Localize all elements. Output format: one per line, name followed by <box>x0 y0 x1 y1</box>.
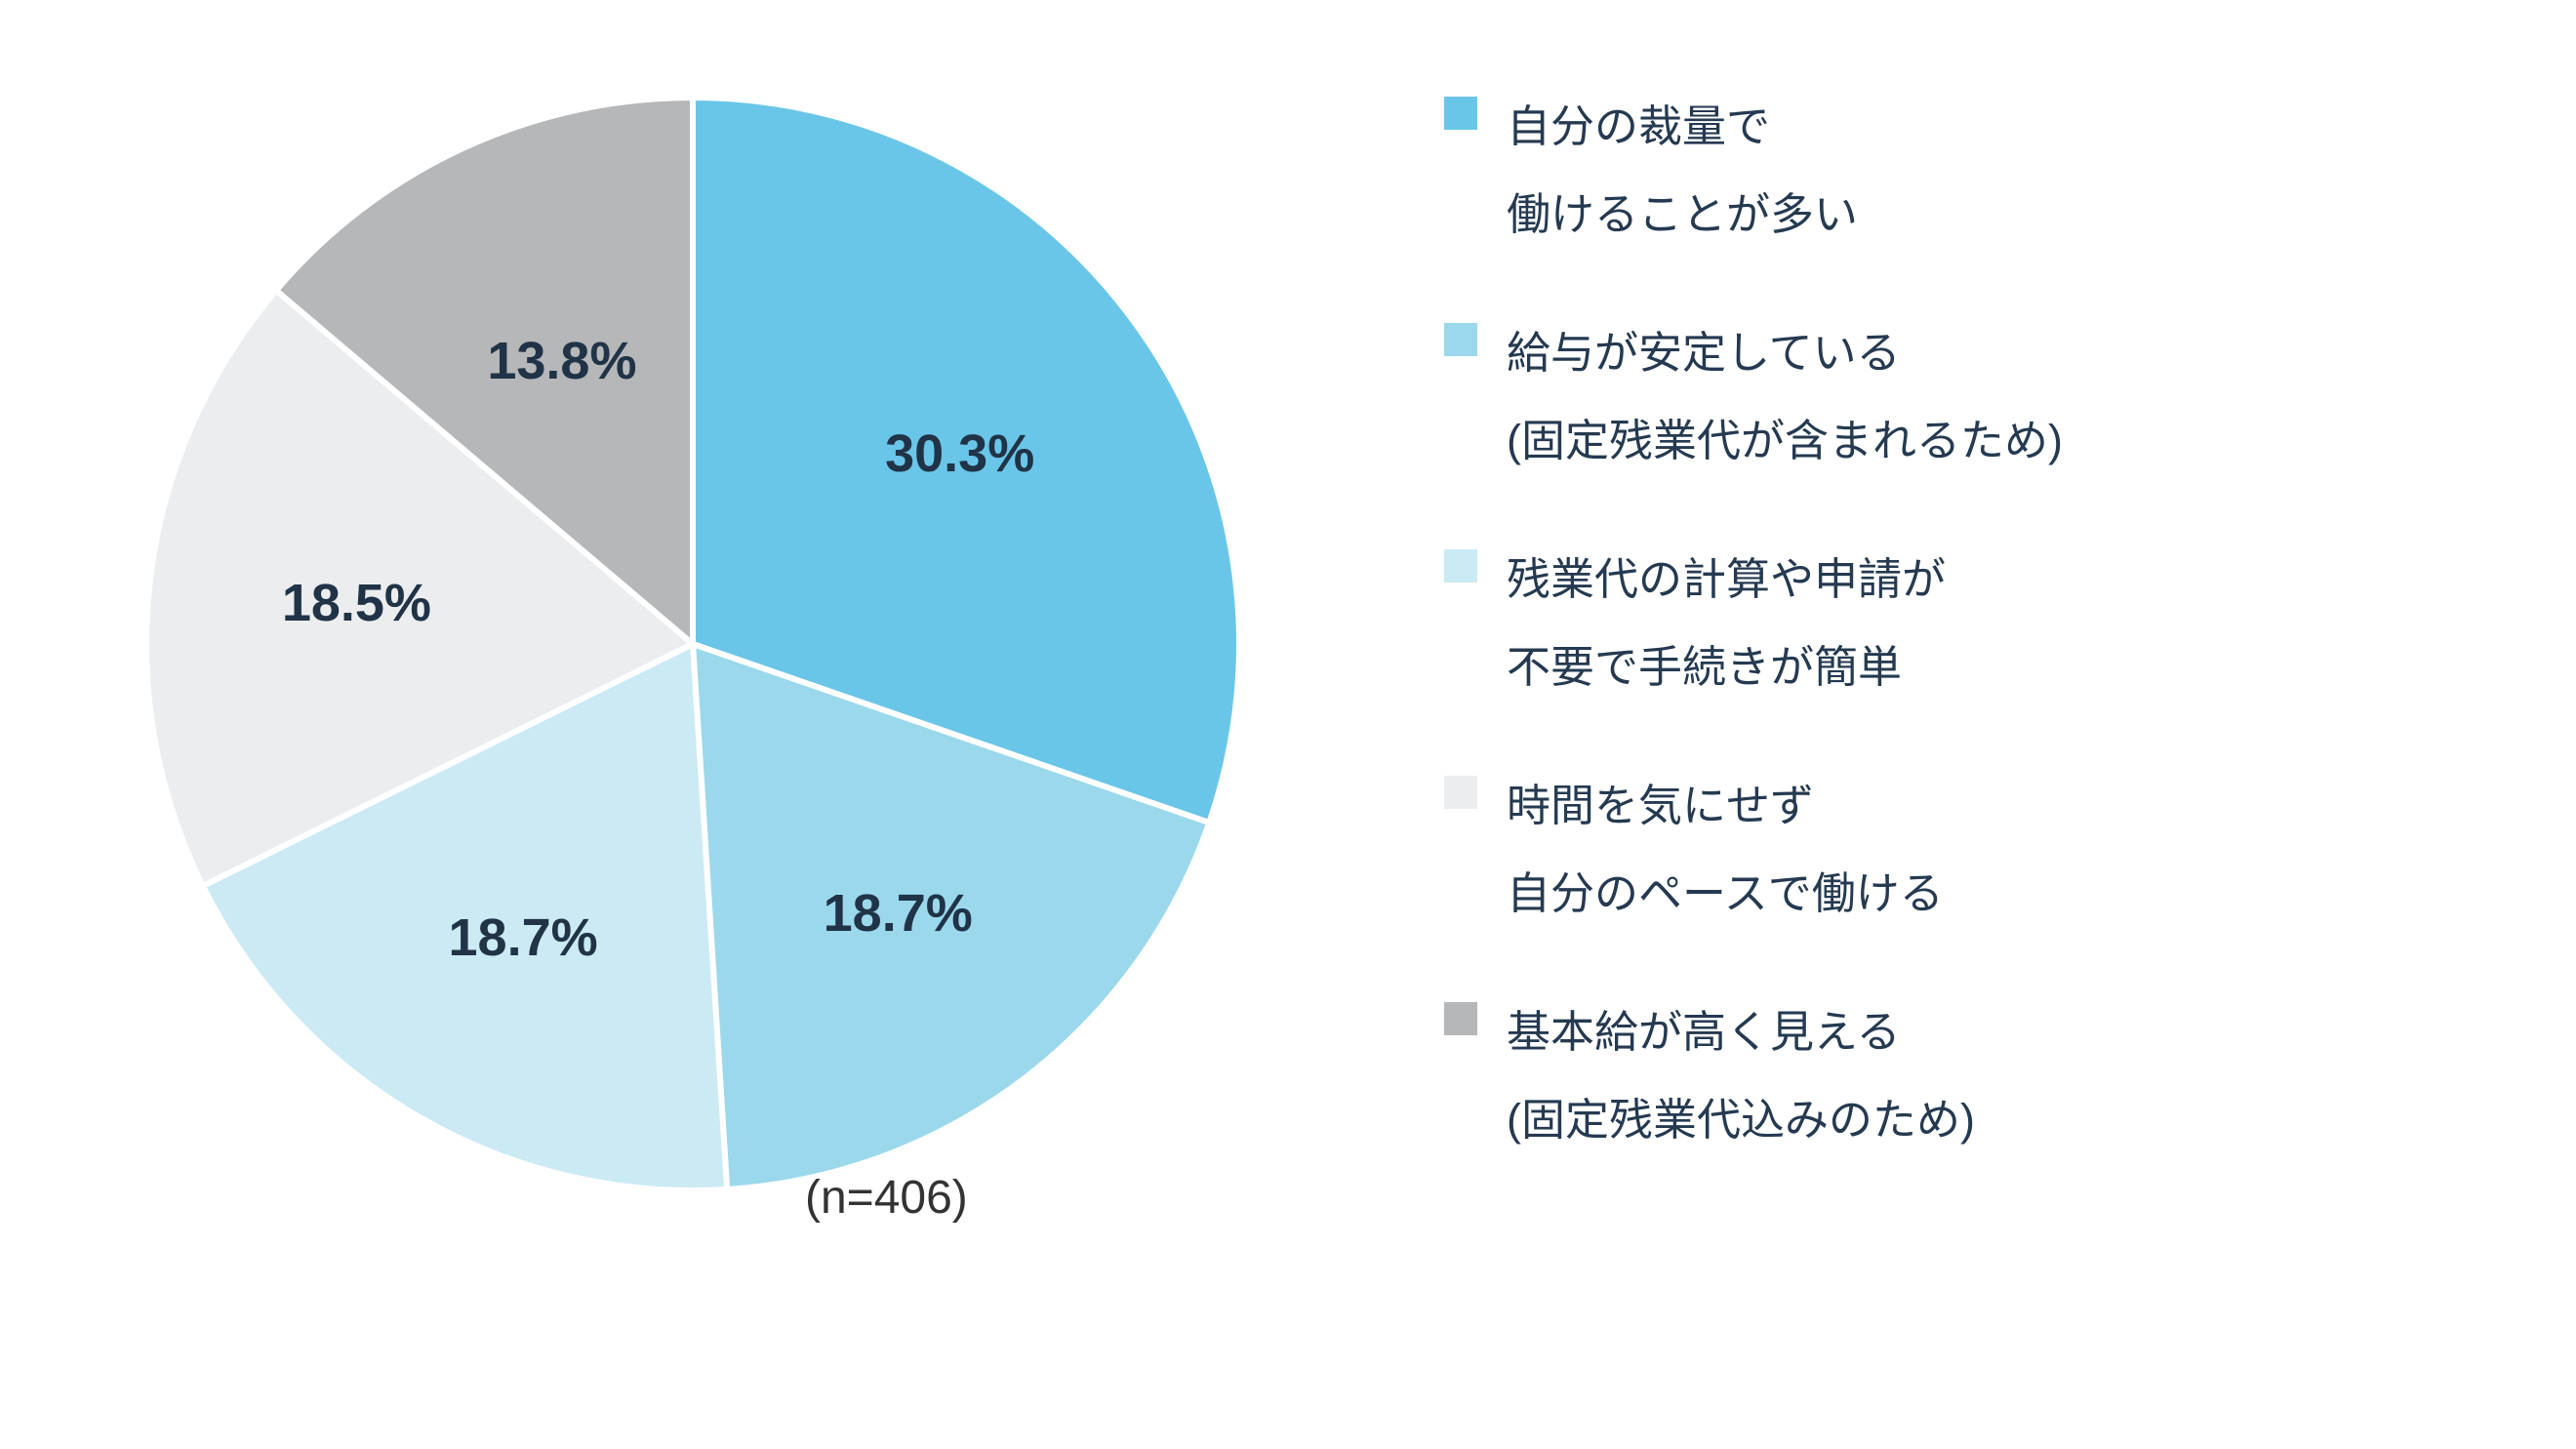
pie-slice-label: 30.3% <box>885 423 1034 484</box>
stage: 30.3% 18.7% 18.7% 18.5% 13.8% (n=406) 自分の裁量で… <box>0 0 2576 1449</box>
legend-marker <box>1444 776 1477 809</box>
legend-label: 残業代の計算や申請が 不要で手続きが簡単 <box>1507 536 1946 711</box>
legend-label: 時間を気にせず 自分のペースで働ける <box>1507 762 1944 938</box>
legend: 自分の裁量で 働けることが多い給与が安定している (固定残業代が含まれるため) 残… <box>1444 83 2517 1164</box>
pie-slice-label: 18.5% <box>282 573 431 633</box>
legend-item: 自分の裁量で 働けることが多い <box>1444 83 2517 259</box>
legend-marker <box>1444 97 1477 130</box>
legend-marker <box>1444 323 1477 356</box>
pie-slice-label: 18.7% <box>824 883 973 944</box>
legend-item: 時間を気にせず 自分のペースで働ける <box>1444 762 2517 938</box>
pie-slice-label: 18.7% <box>449 907 598 968</box>
legend-item: 給与が安定している (固定残業代が含まれるため) <box>1444 309 2517 485</box>
legend-label: 給与が安定している (固定残業代が含まれるため) <box>1507 309 2063 485</box>
pie-chart-svg <box>107 59 1278 1229</box>
pie-slice-label: 13.8% <box>487 331 636 391</box>
legend-label: 基本給が高く見える (固定残業代込みのため) <box>1507 988 1975 1164</box>
legend-marker <box>1444 549 1477 583</box>
legend-marker <box>1444 1002 1477 1035</box>
legend-item: 基本給が高く見える (固定残業代込みのため) <box>1444 988 2517 1164</box>
pie-chart: 30.3% 18.7% 18.7% 18.5% 13.8% <box>107 59 1278 1229</box>
legend-label: 自分の裁量で 働けることが多い <box>1507 83 1858 259</box>
legend-item: 残業代の計算や申請が 不要で手続きが簡単 <box>1444 536 2517 711</box>
sample-size-label: (n=406) <box>805 1171 968 1225</box>
